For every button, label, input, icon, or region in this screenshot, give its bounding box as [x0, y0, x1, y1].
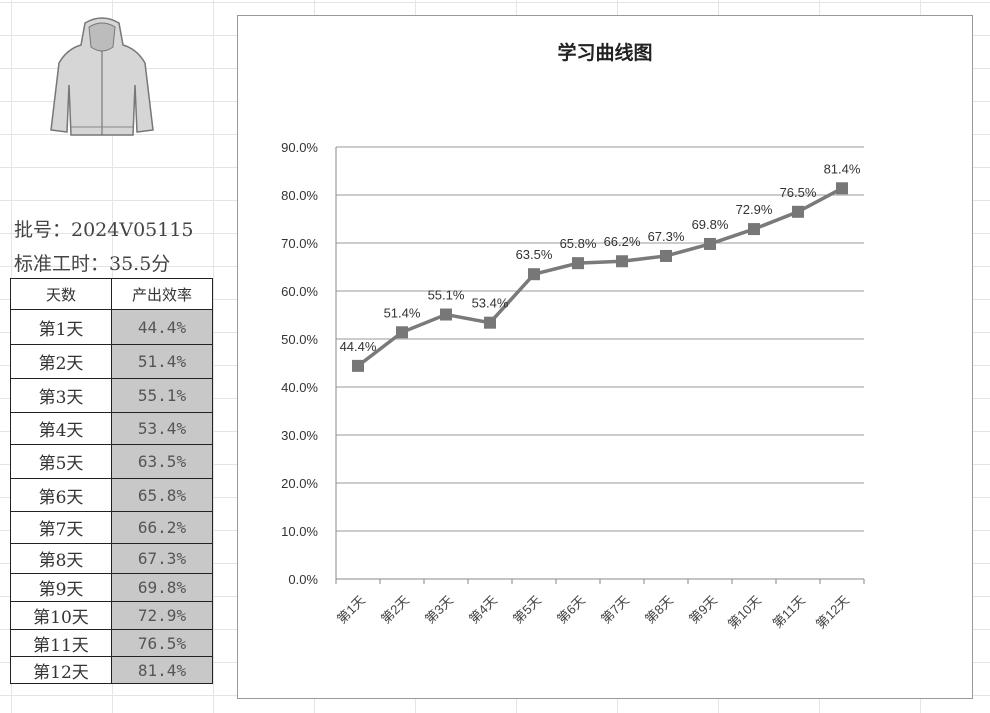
day-cell[interactable]: 第1天: [10, 309, 112, 345]
y-tick-label: 70.0%: [281, 236, 318, 251]
data-label: 51.4%: [384, 305, 421, 320]
y-tick-label: 90.0%: [281, 140, 318, 155]
x-tick-label: 第3天: [422, 593, 456, 627]
x-tick-label: 第9天: [686, 593, 720, 627]
data-point-marker: [616, 255, 628, 268]
x-tick-label: 第10天: [725, 593, 764, 632]
x-tick-label: 第7天: [598, 593, 632, 627]
table-row: 第2天 51.4%: [10, 344, 213, 379]
x-tick-label: 第2天: [378, 593, 412, 627]
data-point-marker: [836, 182, 848, 195]
day-cell[interactable]: 第7天: [10, 511, 112, 544]
day-cell[interactable]: 第2天: [10, 344, 112, 379]
jacket-image: [50, 17, 154, 136]
day-cell[interactable]: 第5天: [10, 444, 112, 479]
data-label: 81.4%: [824, 161, 861, 176]
y-tick-label: 0.0%: [288, 572, 318, 587]
standard-time: 标准工时：35.5分: [14, 253, 171, 275]
x-tick-label: 第6天: [554, 593, 588, 627]
efficiency-cell[interactable]: 63.5%: [111, 444, 213, 479]
batch-number: 批号：2024V05115: [14, 219, 194, 241]
data-label: 55.1%: [428, 288, 465, 303]
data-label: 53.4%: [472, 296, 509, 311]
table-row: 第11天 76.5%: [10, 629, 213, 657]
x-tick-label: 第4天: [466, 593, 500, 627]
table-row: 第8天 67.3%: [10, 543, 213, 574]
efficiency-cell[interactable]: 67.3%: [111, 543, 213, 574]
efficiency-cell[interactable]: 55.1%: [111, 378, 213, 413]
day-cell[interactable]: 第4天: [10, 412, 112, 445]
x-tick-label: 第8天: [642, 593, 676, 627]
series-line: [356, 186, 843, 368]
y-tick-label: 10.0%: [281, 524, 318, 539]
data-label: 72.9%: [736, 202, 773, 217]
data-label: 76.5%: [780, 185, 817, 200]
plot-area: 0.0% 10.0% 20.0% 30.0% 40.0% 50.0% 60.0% 70.0% 8…: [281, 140, 865, 632]
x-tick-label: 第11天: [770, 593, 809, 632]
data-point-marker: [660, 249, 672, 262]
efficiency-cell[interactable]: 44.4%: [111, 309, 213, 345]
learning-curve-chart[interactable]: 学习曲线图 0.0% 10.0% 20.0% 30.0% 40.0% 50.0% 60.0%…: [237, 15, 973, 699]
y-tick-label: 80.0%: [281, 188, 318, 203]
data-point-marker: [396, 326, 408, 339]
day-cell[interactable]: 第3天: [10, 378, 112, 413]
data-point-marker: [440, 308, 452, 321]
efficiency-cell[interactable]: 69.8%: [111, 573, 213, 602]
chart-title: 学习曲线图: [557, 42, 653, 64]
day-cell[interactable]: 第9天: [10, 573, 112, 602]
y-tick-label: 20.0%: [281, 476, 318, 491]
table-row: 第10天 72.9%: [10, 601, 213, 630]
efficiency-cell[interactable]: 76.5%: [111, 629, 213, 657]
day-cell[interactable]: 第6天: [10, 478, 112, 512]
day-cell[interactable]: 第10天: [10, 601, 112, 630]
y-tick-label: 50.0%: [281, 332, 318, 347]
table-row: 第7天 66.2%: [10, 511, 213, 544]
data-point-marker: [352, 359, 364, 372]
data-point-marker: [484, 316, 496, 329]
data-label: 66.2%: [604, 234, 641, 249]
day-cell[interactable]: 第11天: [10, 629, 112, 657]
data-label: 65.8%: [560, 236, 597, 251]
data-label: 69.8%: [692, 217, 729, 232]
table-row: 第3天 55.1%: [10, 378, 213, 413]
data-point-marker: [572, 257, 584, 270]
table-row: 第9天 69.8%: [10, 573, 213, 602]
data-label: 67.3%: [648, 229, 685, 244]
y-tick-label: 60.0%: [281, 284, 318, 299]
data-point-marker: [704, 237, 716, 250]
data-point-marker: [792, 205, 804, 218]
table-row: 第1天 44.4%: [10, 309, 213, 345]
header-days: 天数: [10, 278, 112, 310]
data-point-marker: [748, 223, 760, 236]
efficiency-cell[interactable]: 53.4%: [111, 412, 213, 445]
table-row: 第5天 63.5%: [10, 444, 213, 479]
x-tick-label: 第1天: [334, 593, 368, 627]
efficiency-cell[interactable]: 65.8%: [111, 478, 213, 512]
efficiency-cell[interactable]: 81.4%: [111, 656, 213, 684]
table-row: 第12天 81.4%: [10, 656, 213, 684]
header-efficiency: 产出效率: [111, 278, 213, 310]
x-tick-label: 第12天: [813, 593, 852, 632]
efficiency-cell[interactable]: 72.9%: [111, 601, 213, 630]
day-cell[interactable]: 第12天: [10, 656, 112, 684]
day-cell[interactable]: 第8天: [10, 543, 112, 574]
x-tick-label: 第5天: [510, 593, 544, 627]
table-row: 第6天 65.8%: [10, 478, 213, 512]
efficiency-cell[interactable]: 66.2%: [111, 511, 213, 544]
efficiency-cell[interactable]: 51.4%: [111, 344, 213, 379]
data-point-marker: [528, 268, 540, 281]
y-tick-label: 40.0%: [281, 380, 318, 395]
efficiency-table: 天数 产出效率 第1天 44.4% 第2天 51.4% 第3天 55.1% 第4天 53.4%…: [10, 278, 213, 684]
data-label: 44.4%: [340, 339, 377, 354]
y-tick-label: 30.0%: [281, 428, 318, 443]
table-row: 第4天 53.4%: [10, 412, 213, 445]
data-label: 63.5%: [516, 247, 553, 262]
